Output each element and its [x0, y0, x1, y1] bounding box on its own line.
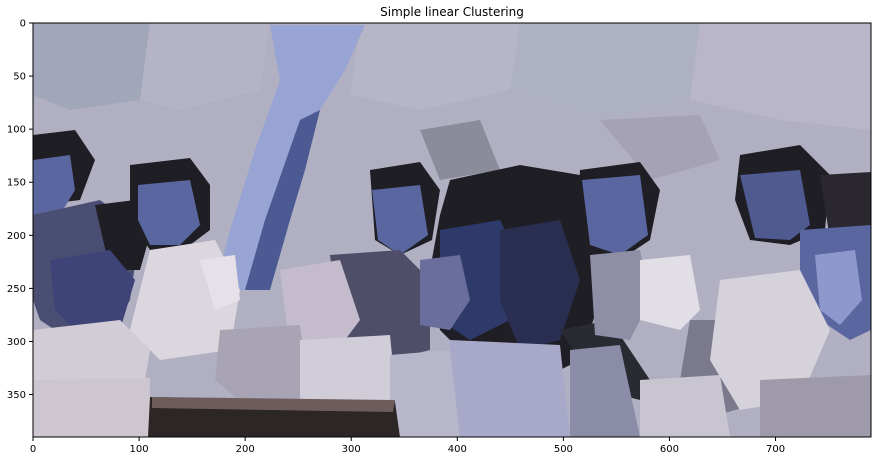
plot-title: Simple linear Clustering — [380, 5, 524, 19]
x-tick-label: 400 — [448, 444, 467, 455]
y-tick-label: 100 — [7, 125, 26, 136]
axes-frame — [32, 22, 872, 438]
x-tick-label: 0 — [30, 444, 36, 455]
x-tick-label: 300 — [342, 444, 361, 455]
y-tick-label: 0 — [20, 19, 26, 30]
x-tick-label: 500 — [554, 444, 573, 455]
y-tick-label: 200 — [7, 231, 26, 242]
x-tick-label: 700 — [766, 444, 785, 455]
segmented-image — [33, 23, 871, 437]
y-tick-label: 50 — [13, 72, 26, 83]
x-tick-label: 100 — [130, 444, 149, 455]
y-tick-label: 150 — [7, 178, 26, 189]
y-axis: 0 50 100 150 200 250 300 350 — [7, 19, 33, 401]
y-tick-label: 350 — [7, 390, 26, 401]
y-tick-label: 250 — [7, 284, 26, 295]
y-tick-label: 300 — [7, 337, 26, 348]
x-axis: 0 100 200 300 400 500 600 700 — [30, 437, 785, 455]
x-tick-label: 600 — [660, 444, 679, 455]
x-tick-label: 200 — [236, 444, 255, 455]
